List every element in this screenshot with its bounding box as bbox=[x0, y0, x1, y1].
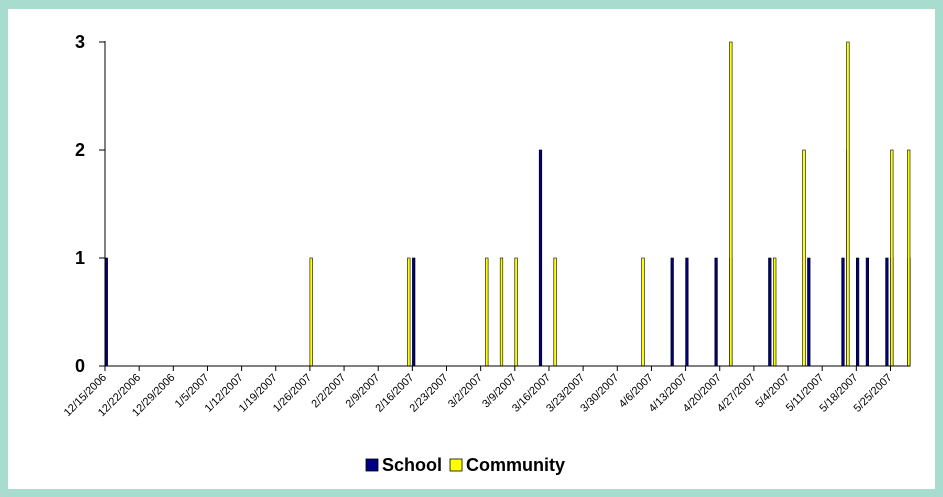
bar-community-6 bbox=[641, 257, 645, 367]
legend-label-school: School bbox=[382, 455, 442, 475]
bar-community-8 bbox=[773, 257, 777, 367]
y-tick-label-0: 0 bbox=[75, 356, 85, 376]
x-tick-label-11: 3/2/2007 bbox=[446, 372, 485, 411]
bar-school-2 bbox=[538, 149, 543, 367]
bars-layer bbox=[104, 41, 911, 367]
bar-school-1 bbox=[412, 257, 416, 367]
bar-community-0 bbox=[309, 257, 313, 367]
bar-school-8 bbox=[807, 257, 811, 367]
bar-school-9 bbox=[841, 257, 845, 367]
bar-community-10 bbox=[846, 41, 850, 367]
legend-swatch-community bbox=[449, 458, 463, 472]
bar-community-4 bbox=[514, 257, 518, 367]
y-tick-label-3: 3 bbox=[75, 32, 85, 52]
chart-panel bbox=[8, 9, 935, 489]
bar-community-7 bbox=[729, 41, 733, 367]
x-axis-ticks: 12/15/200612/22/200612/29/20061/5/20071/… bbox=[62, 366, 895, 419]
bar-community-5 bbox=[553, 257, 557, 367]
bar-community-3 bbox=[499, 257, 504, 367]
legend-swatch-school bbox=[365, 458, 379, 472]
bar-community-11 bbox=[890, 149, 894, 367]
bar-school-13 bbox=[885, 257, 889, 367]
bar-community-2 bbox=[485, 257, 489, 367]
y-axis-ticks: 0 1 2 3 bbox=[75, 32, 105, 376]
y-tick-label-2: 2 bbox=[75, 140, 85, 160]
bar-school-3 bbox=[670, 257, 674, 367]
bar-community-1 bbox=[407, 257, 411, 367]
axes-layer bbox=[104, 41, 910, 367]
bar-school-12 bbox=[865, 257, 869, 367]
bar-school-4 bbox=[685, 257, 689, 367]
x-tick-label-7: 2/2/2007 bbox=[309, 372, 348, 411]
legend: School Community bbox=[365, 455, 565, 475]
bar-school-11 bbox=[855, 257, 860, 367]
y-tick-label-1: 1 bbox=[75, 248, 85, 268]
bar-community-9 bbox=[802, 149, 806, 367]
bar-community-14 bbox=[907, 149, 911, 367]
legend-label-community: Community bbox=[466, 455, 565, 475]
bar-school-5 bbox=[714, 257, 718, 367]
bar-school-7 bbox=[768, 257, 772, 367]
